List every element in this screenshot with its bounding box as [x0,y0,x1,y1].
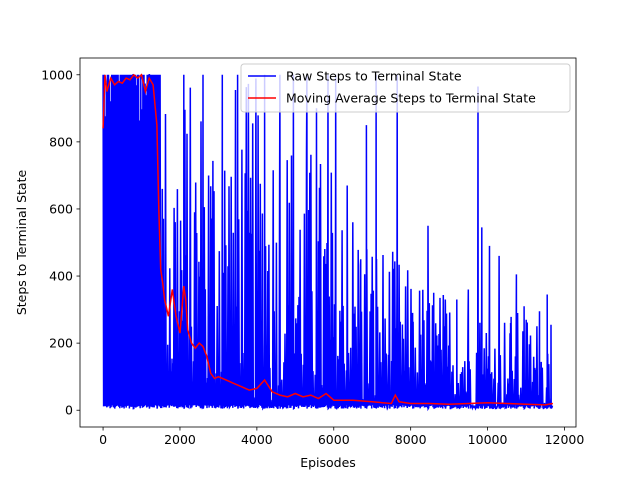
raw-series-line [102,74,554,412]
x-tick-label: 0 [99,432,107,447]
x-tick-label: 6000 [318,432,350,447]
plot-frame [79,57,577,428]
legend-entry-label: Moving Average Steps to Terminal State [286,91,536,106]
y-tick-label: 400 [49,269,73,284]
x-tick-label: 12000 [545,432,585,447]
x-axis-label: Episodes [300,455,356,470]
y-tick-label: 0 [65,403,73,418]
y-tick-label: 800 [49,134,73,149]
legend-box [240,63,571,113]
x-tick-label: 10000 [468,432,508,447]
raw-steps-line [102,74,554,412]
legend: Raw Steps to Terminal State Moving Averag… [240,63,571,113]
moving-average-line [102,73,554,406]
moving-average-series-line [102,73,554,406]
x-tick-label: 8000 [395,432,427,447]
y-tick-label: 600 [49,201,73,216]
y-tick-label: 1000 [41,67,73,82]
x-tick-label: 2000 [164,432,196,447]
y-axis-ticks: 0 200 400 600 800 1000 [41,67,80,418]
y-tick-label: 200 [49,336,73,351]
legend-entry-label: Raw Steps to Terminal State [286,69,462,84]
axes [79,57,577,428]
x-tick-label: 4000 [241,432,273,447]
x-axis-ticks: 0 2000 4000 6000 8000 10000 12000 [99,427,584,447]
y-axis-label: Steps to Terminal State [14,170,29,316]
